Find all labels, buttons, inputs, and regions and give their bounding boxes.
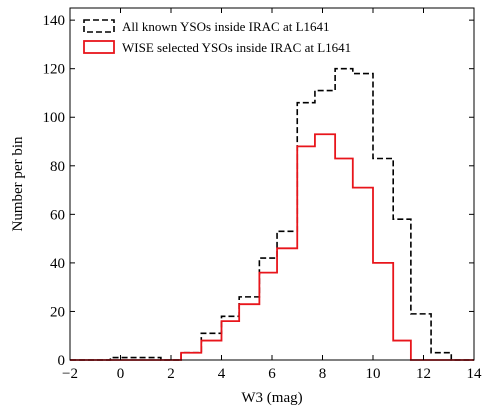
x-tick-label: 10: [366, 366, 381, 382]
legend-label: WISE selected YSOs inside IRAC at L1641: [122, 40, 351, 55]
legend-label: All known YSOs inside IRAC at L1641: [122, 19, 330, 34]
y-tick-label: 0: [58, 353, 66, 369]
y-tick-label: 60: [50, 207, 65, 223]
y-tick-label: 20: [50, 304, 65, 320]
series-line-2: [70, 133, 474, 361]
series-line-1: [70, 67, 474, 361]
x-tick-label: 6: [268, 366, 276, 382]
x-tick-label: 14: [467, 366, 483, 382]
legend-swatch: [83, 40, 115, 54]
x-tick-label: 12: [416, 366, 431, 382]
x-tick-label: 4: [218, 366, 226, 382]
y-tick-label: 40: [50, 256, 65, 272]
y-tick-label: 80: [50, 159, 65, 175]
x-tick-label: 2: [167, 366, 175, 382]
y-axis-label: Number per bin: [10, 136, 26, 231]
y-tick-label: 140: [43, 13, 66, 29]
y-tick-label: 100: [43, 110, 66, 126]
plot-frame: [69, 7, 475, 361]
series-layer: [70, 67, 474, 361]
x-axis-label: W3 (mag): [241, 390, 302, 406]
x-tick-label: −2: [62, 366, 78, 382]
legend-swatch: [83, 19, 115, 33]
x-tick-label: 8: [319, 366, 327, 382]
x-tick-label: 0: [117, 366, 125, 382]
legend: All known YSOs inside IRAC at L1641 WISE …: [83, 19, 351, 55]
y-tick-label: 120: [43, 62, 66, 78]
